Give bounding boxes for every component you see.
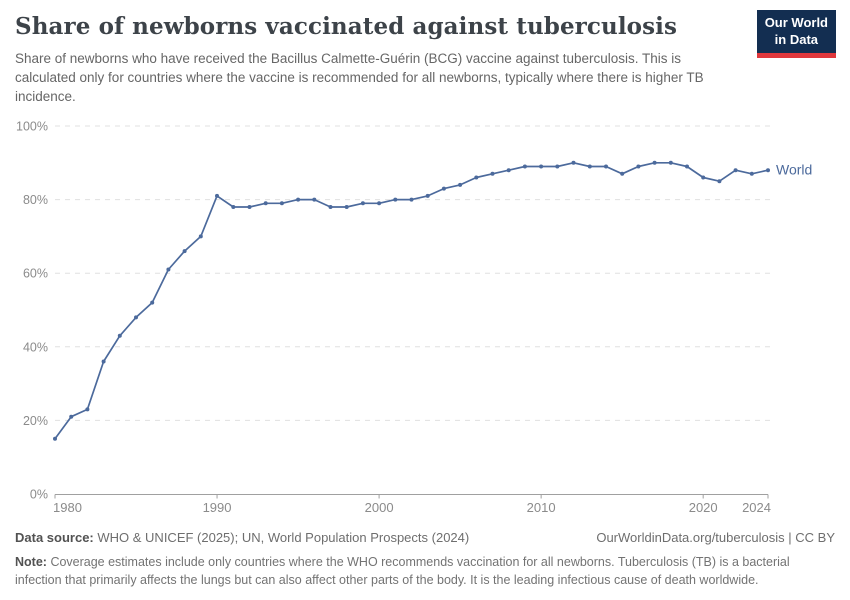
data-point — [571, 161, 576, 166]
data-point — [296, 197, 301, 202]
y-tick-label: 40% — [23, 341, 48, 355]
chart-area: 0% 20% 40% 60% 80% 100% 1980 1990 2000 2010 2020 20… — [15, 116, 835, 516]
data-point — [506, 168, 511, 173]
note-label: Note: — [15, 555, 47, 570]
data-point — [555, 164, 560, 169]
data-point — [474, 175, 479, 180]
data-point — [215, 194, 219, 199]
owid-logo: Our World in Data — [756, 10, 836, 58]
y-tick-label: 20% — [23, 414, 48, 428]
data-point — [490, 172, 495, 177]
owid-logo-line1: Our World — [764, 15, 828, 30]
data-source-line: Data source: WHO & UNICEF (2025); UN, Wo… — [15, 530, 469, 545]
data-point — [766, 168, 770, 173]
data-point — [636, 164, 641, 169]
data-point — [279, 201, 284, 206]
data-point — [733, 168, 738, 173]
data-point — [587, 164, 592, 169]
owid-attribution-link[interactable]: OurWorldinData.org/tuberculosis | CC BY — [596, 530, 835, 546]
x-tick-label: 1990 — [203, 500, 232, 515]
world-line — [54, 162, 769, 440]
data-point — [604, 164, 608, 169]
data-point — [198, 234, 203, 239]
data-point — [717, 179, 722, 184]
data-point — [247, 205, 252, 210]
data-point — [117, 334, 122, 339]
data-point — [409, 197, 414, 202]
data-point — [231, 205, 236, 210]
y-tick-label: 80% — [23, 193, 48, 207]
line-chart-svg: 0% 20% 40% 60% 80% 100% 1980 1990 2000 2010 2020 20… — [16, 120, 812, 516]
data-point — [344, 205, 349, 210]
x-tick-label: 2024 — [742, 500, 771, 515]
data-point — [701, 175, 706, 180]
data-point — [522, 164, 527, 169]
chart-header: Share of newborns vaccinated against tub… — [15, 13, 835, 106]
x-tick-label: 2020 — [689, 500, 718, 515]
data-point — [53, 437, 57, 442]
chart-footer: Data source: WHO & UNICEF (2025); UN, Wo… — [15, 530, 835, 589]
data-point — [263, 201, 268, 206]
data-point — [685, 164, 689, 169]
owid-logo-line2: in Data — [774, 31, 819, 47]
data-point — [668, 161, 673, 166]
data-point — [539, 164, 544, 169]
data-point — [69, 414, 74, 419]
data-point — [620, 172, 625, 177]
data-point — [134, 315, 138, 320]
page-title: Share of newborns vaccinated against tub… — [15, 13, 678, 40]
data-point — [85, 407, 90, 412]
y-tick-label: 0% — [30, 488, 48, 502]
data-point — [441, 186, 446, 191]
data-point — [101, 359, 106, 364]
data-point — [166, 267, 171, 272]
data-source-text: WHO & UNICEF (2025); UN, World Populatio… — [97, 530, 470, 546]
y-tick-label: 100% — [16, 120, 48, 134]
data-point — [393, 197, 398, 202]
x-tick-label: 1980 — [53, 500, 82, 515]
data-point — [425, 194, 430, 199]
data-source-label: Data source: — [15, 530, 94, 546]
sources-row: Data source: WHO & UNICEF (2025); UN, Wo… — [15, 530, 835, 545]
chart-subtitle: Share of newborns who have received the … — [15, 50, 704, 105]
data-point — [458, 183, 463, 188]
data-point — [150, 300, 155, 305]
data-point — [312, 197, 317, 202]
data-point — [360, 201, 365, 206]
data-point — [182, 249, 187, 254]
data-point — [328, 205, 333, 210]
x-tick-label: 2010 — [527, 500, 556, 515]
note-line: Note: Coverage estimates include only co… — [15, 553, 835, 589]
note-text: Coverage estimates include only countrie… — [15, 555, 790, 588]
data-point — [652, 161, 657, 166]
series-end-label: World — [776, 162, 812, 178]
x-tick-label: 2000 — [365, 500, 394, 515]
data-point — [377, 201, 382, 206]
y-tick-label: 60% — [23, 267, 48, 281]
data-point — [749, 172, 754, 177]
